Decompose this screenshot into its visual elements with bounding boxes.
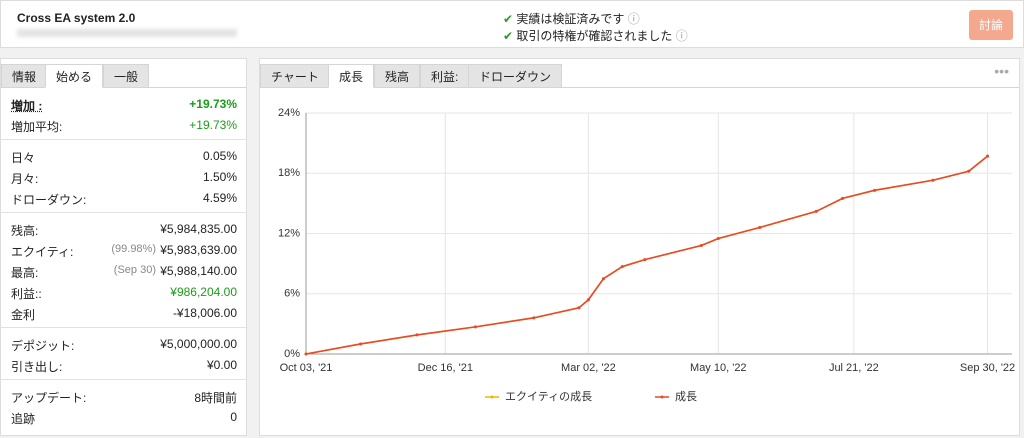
point	[601, 277, 605, 281]
stat-label: ドローダウン:	[11, 193, 87, 207]
stat-value: 1.50%	[202, 170, 237, 184]
divider	[1, 379, 246, 380]
point	[758, 225, 762, 229]
tab[interactable]: 始める	[45, 64, 104, 88]
stat-label: 残高:	[11, 224, 39, 238]
point	[931, 178, 935, 182]
check-text: 取引の特権が確認されました	[516, 29, 673, 43]
divider	[1, 139, 246, 140]
point	[841, 196, 845, 200]
stat-value: -¥18,006.00	[172, 306, 237, 320]
stat-value: ¥986,204.00	[170, 285, 237, 299]
tab[interactable]: 一般	[103, 64, 150, 88]
series-line	[305, 155, 989, 355]
divider	[1, 327, 246, 328]
divider	[1, 212, 246, 213]
point	[577, 306, 581, 310]
stat-note: (99.98%)	[111, 243, 156, 255]
series-line	[305, 155, 989, 355]
legend-dot	[490, 395, 494, 399]
stat-label: 増加 :	[11, 99, 43, 113]
blurred-subtitle	[17, 29, 237, 37]
x-tick-label: May 10, '22	[690, 362, 747, 374]
stat-value: ¥5,988,140.00	[160, 264, 237, 278]
stat-value: +19.73%	[189, 118, 237, 132]
check-text: 実績は検証済みです	[516, 12, 625, 26]
stat-label: アップデート:	[11, 391, 87, 405]
stat-value: +19.73%	[189, 97, 237, 111]
point	[986, 154, 990, 158]
check-1: ✔ 実績は検証済みです ⓘ	[503, 12, 640, 26]
stat-label: 最高:	[11, 266, 39, 280]
point	[967, 169, 971, 173]
stat-value: 4.59%	[202, 191, 237, 205]
stat-label: 引き出し:	[11, 360, 63, 374]
header: Cross EA system 2.0 ✔ 実績は検証済みです ⓘ ✔ 取引の特…	[0, 0, 1024, 48]
tab[interactable]: 利益:	[420, 64, 470, 88]
stat-label: 増加平均:	[11, 120, 63, 134]
stat-value: 8時間前	[194, 391, 237, 405]
tab-line	[260, 87, 1019, 88]
point	[415, 333, 419, 337]
point	[716, 237, 720, 241]
stats-panel: 情報 始める 一般増加 : +19.73% 増加平均: +19.73% 日々 0.05% 月々:…	[0, 58, 247, 436]
chart: 0% 6% 12% 18% 24% Oct 03, '21 Dec 16, '21 Mar 0…	[278, 107, 1015, 403]
stat-note: (Sep 30)	[113, 264, 156, 276]
tab[interactable]: 残高	[374, 64, 421, 88]
stat-value: ¥0.00	[206, 358, 237, 372]
point	[473, 325, 477, 329]
stat-label: 日々	[11, 151, 36, 165]
stat-value: ¥5,000,000.00	[160, 337, 237, 351]
point	[699, 244, 703, 248]
tab[interactable]: ドローダウン	[468, 64, 563, 88]
point	[643, 258, 647, 262]
tab[interactable]: 成長	[328, 64, 375, 88]
legend-label: 成長	[675, 390, 697, 403]
y-tick-label: 24%	[278, 107, 300, 119]
stat-label: 追跡	[11, 412, 36, 426]
stat-label: 月々:	[11, 172, 39, 186]
discuss-button[interactable]: 討論	[969, 10, 1013, 40]
x-tick-label: Mar 02, '22	[561, 362, 616, 374]
point	[814, 209, 818, 213]
x-tick-label: Oct 03, '21	[280, 362, 333, 374]
check-2: ✔ 取引の特権が確認されました ⓘ	[503, 29, 688, 43]
y-tick-label: 12%	[278, 227, 300, 239]
y-tick-label: 6%	[284, 288, 300, 300]
stat-label: デポジット:	[11, 339, 75, 353]
legend-dot	[660, 395, 664, 399]
stat-value: ¥5,983,639.00	[160, 243, 237, 257]
stat-value: 0.05%	[202, 149, 237, 163]
title: Cross EA system 2.0	[17, 11, 136, 25]
point	[586, 298, 590, 302]
stat-label: 利益::	[11, 287, 42, 301]
point	[620, 265, 624, 269]
y-tick-label: 18%	[278, 167, 300, 179]
stat-label: 金利	[11, 308, 36, 322]
chart-panel: ••• 0% 6% 12% 18% 24% Oct 03, '21 Dec 16, '21 M…	[259, 58, 1020, 436]
point	[359, 342, 363, 346]
point	[873, 188, 877, 192]
point	[532, 316, 536, 320]
stat-label: エクイティ:	[11, 245, 74, 259]
x-tick-label: Dec 16, '21	[418, 362, 473, 374]
stat-value: 0	[230, 410, 237, 424]
menu-dots[interactable]: •••	[994, 63, 1009, 79]
legend-label: エクイティの成長	[505, 390, 592, 403]
y-tick-label: 0%	[284, 348, 300, 360]
stat-value: ¥5,984,835.00	[160, 222, 237, 236]
x-tick-label: Sep 30, '22	[960, 362, 1015, 374]
tab[interactable]: 情報	[1, 64, 48, 88]
point	[304, 352, 308, 356]
tab[interactable]: チャート	[260, 64, 330, 88]
x-tick-label: Jul 21, '22	[829, 362, 879, 374]
